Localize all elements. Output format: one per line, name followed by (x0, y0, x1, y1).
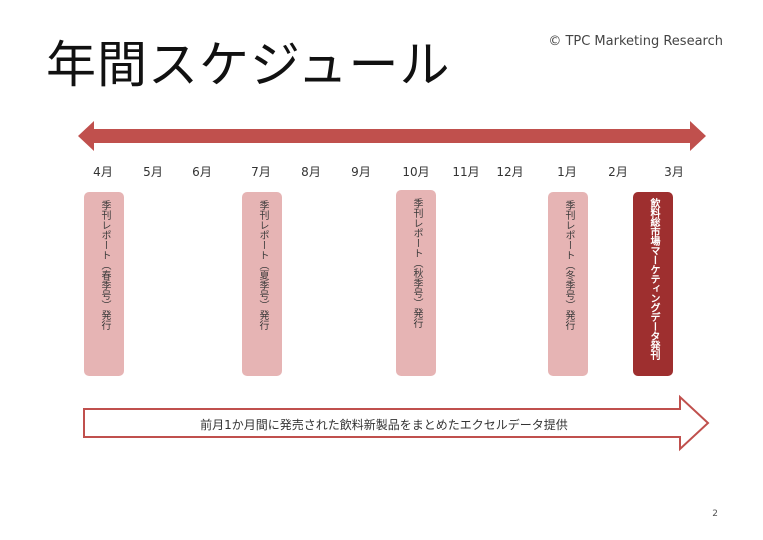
page-number: 2 (712, 509, 718, 519)
page-title: 年間スケジュール (46, 36, 451, 94)
card-label: 季刊レポート（冬季号）発行 (563, 200, 574, 330)
card-autumn-report: 季刊レポート（秋季号）発行 (396, 190, 436, 376)
month-label-nov: 11月 (452, 165, 480, 179)
month-label-aug: 8月 (301, 165, 321, 179)
month-label-jun: 6月 (192, 165, 212, 179)
month-label-mar: 3月 (664, 165, 684, 179)
month-label-may: 5月 (143, 165, 163, 179)
month-label-jan: 1月 (557, 165, 577, 179)
timeline-double-arrow (78, 121, 706, 151)
card-winter-report: 季刊レポート（冬季号）発行 (548, 192, 588, 376)
card-summer-report: 季刊レポート（夏季号）発行 (242, 192, 282, 376)
month-label-dec: 12月 (496, 165, 524, 179)
copyright-text: © TPC Marketing Research (548, 34, 723, 49)
card-spring-report: 季刊レポート（春季号）発行 (84, 192, 124, 376)
card-label: 季刊レポート（春季号）発行 (99, 200, 110, 330)
month-label-apr: 4月 (93, 165, 113, 179)
card-label: 季刊レポート（夏季号）発行 (257, 200, 268, 330)
card-label: 季刊レポート（秋季号）発行 (411, 198, 422, 328)
month-label-jul: 7月 (251, 165, 271, 179)
card-label: 飲料総市場マーケティングデータ発刊 (648, 198, 659, 360)
month-label-oct: 10月 (402, 165, 430, 179)
monthly-data-text: 前月1か月間に発売された飲料新製品をまとめたエクセルデータ提供 (200, 418, 568, 432)
card-annual-market-data: 飲料総市場マーケティングデータ発刊 (633, 192, 673, 376)
month-label-sep: 9月 (351, 165, 371, 179)
month-label-feb: 2月 (608, 165, 628, 179)
